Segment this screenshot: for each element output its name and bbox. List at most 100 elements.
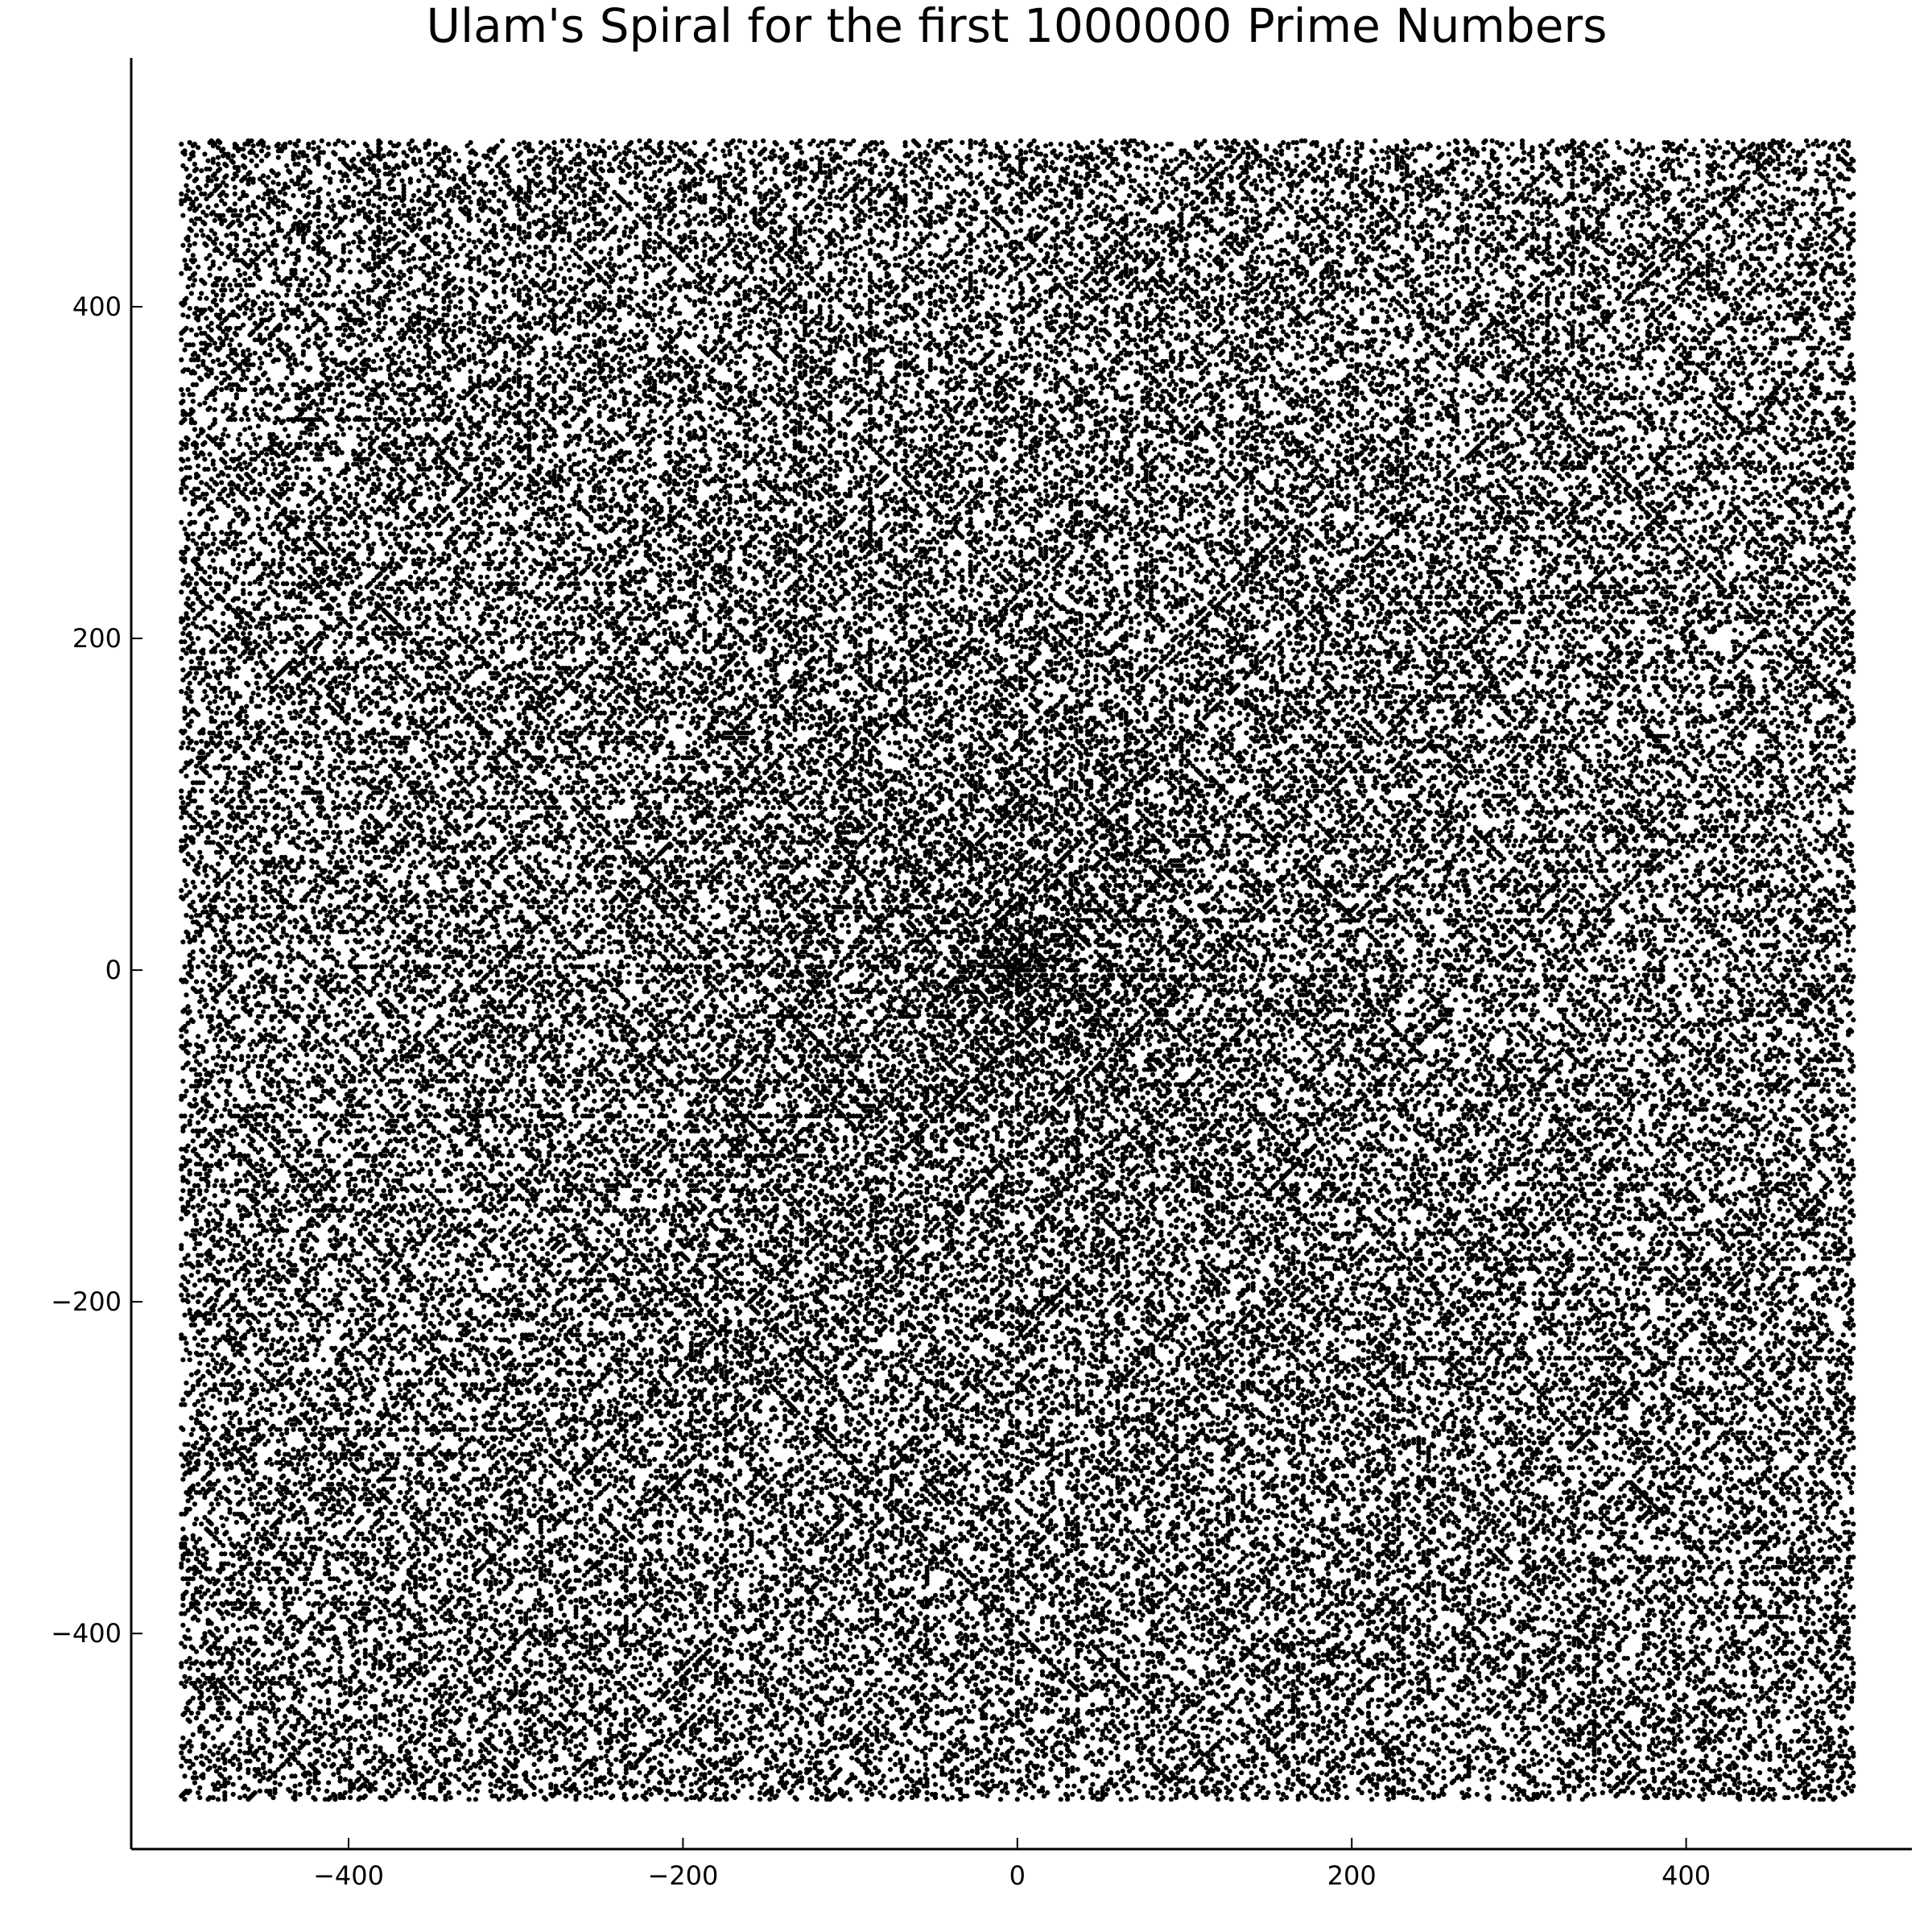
scatter-point <box>1077 913 1082 918</box>
scatter-point <box>961 1007 966 1012</box>
scatter-point <box>968 921 973 926</box>
scatter-point <box>1048 894 1053 899</box>
scatter-point <box>990 972 995 977</box>
scatter-point <box>997 979 1001 984</box>
scatter-point <box>981 977 986 982</box>
scatter-point <box>939 1002 944 1007</box>
scatter-point <box>948 944 953 949</box>
scatter-point <box>1077 999 1082 1004</box>
scatter-point <box>1003 900 1008 905</box>
scatter-point <box>1075 951 1080 956</box>
scatter-point <box>1060 1022 1065 1027</box>
scatter-point <box>985 988 989 993</box>
scatter-point <box>1055 918 1060 923</box>
scatter-point <box>1028 902 1033 906</box>
scatter-point <box>1067 953 1071 958</box>
scatter-point <box>998 1030 1003 1035</box>
scatter-point <box>1073 979 1078 984</box>
scatter-point <box>1065 1041 1070 1046</box>
scatter-point <box>990 1036 995 1041</box>
scatter-point <box>967 963 972 968</box>
scatter-point <box>1000 933 1005 938</box>
scatter-point <box>1025 1044 1030 1049</box>
scatter-point <box>978 908 983 913</box>
scatter-point <box>983 916 988 921</box>
scatter-point <box>1010 1032 1015 1037</box>
scatter-point <box>1079 898 1084 903</box>
scatter-point <box>970 1046 975 1051</box>
scatter-point <box>972 928 976 933</box>
scatter-point <box>950 999 955 1004</box>
scatter-point <box>968 1004 973 1009</box>
scatter-point <box>956 969 961 974</box>
scatter-point <box>1080 993 1085 997</box>
scatter-point <box>945 935 950 939</box>
scatter-point <box>1010 1016 1015 1021</box>
scatter-point <box>978 1030 983 1035</box>
scatter-point <box>990 1029 995 1034</box>
scatter-point <box>936 1032 941 1037</box>
scatter-point <box>956 900 961 905</box>
scatter-point <box>1093 893 1098 898</box>
scatter-point <box>956 963 961 968</box>
scatter-point <box>943 986 947 991</box>
scatter-point <box>945 1004 950 1009</box>
scatter-point <box>1038 894 1043 899</box>
scatter-point <box>983 923 988 927</box>
scatter-point <box>1015 1007 1020 1012</box>
scatter-point <box>1034 900 1038 905</box>
scatter-point <box>1045 1021 1050 1026</box>
scatter-point <box>1060 966 1065 971</box>
scatter-point <box>998 994 1003 999</box>
scatter-point <box>973 919 978 924</box>
scatter-point <box>1048 997 1053 1002</box>
scatter-point <box>953 893 958 898</box>
scatter-point <box>990 913 995 918</box>
scatter-point <box>1028 924 1033 929</box>
scatter-point <box>973 976 978 980</box>
scatter-point <box>995 974 1000 979</box>
scatter-point <box>941 1034 946 1038</box>
scatter-point <box>943 956 947 961</box>
scatter-point <box>1034 916 1038 921</box>
scatter-point <box>1077 1022 1082 1027</box>
scatter-point <box>970 1019 975 1024</box>
scatter-point <box>1028 911 1033 916</box>
scatter-point <box>1037 979 1042 984</box>
scatter-point <box>939 1046 944 1051</box>
scatter-point <box>950 949 955 954</box>
scatter-point <box>1015 918 1020 923</box>
scatter-point <box>1068 935 1073 939</box>
scatter-point <box>983 1009 988 1014</box>
scatter-point <box>1042 997 1046 1002</box>
scatter-point <box>943 1029 947 1034</box>
scatter-point <box>983 930 988 935</box>
scatter-point <box>939 919 944 924</box>
scatter-point <box>1054 1046 1059 1051</box>
scatter-point <box>970 983 975 988</box>
scatter-point <box>989 1004 993 1009</box>
scatter-point <box>978 918 983 923</box>
scatter-point <box>995 898 1000 903</box>
scatter-point <box>1075 1030 1080 1035</box>
scatter-point <box>1057 949 1062 954</box>
scatter-point <box>1088 955 1093 960</box>
chart-title: Ulam's Spiral for the first 1000000 Prim… <box>427 0 1608 53</box>
scatter-point <box>1010 1026 1015 1030</box>
scatter-point <box>998 1041 1003 1046</box>
scatter-point <box>1032 894 1037 899</box>
scatter-point <box>1000 946 1005 951</box>
scatter-point <box>1070 916 1075 921</box>
scatter-point <box>1087 943 1092 947</box>
scatter-point <box>1015 891 1020 896</box>
scatter-point <box>1034 1039 1038 1044</box>
scatter-point <box>961 985 966 989</box>
scatter-point <box>1023 996 1028 1001</box>
scatter-point <box>1059 1044 1063 1049</box>
scatter-point <box>998 1004 1003 1009</box>
scatter-point <box>1000 999 1005 1004</box>
scatter-point <box>1063 890 1068 894</box>
scatter-point <box>976 953 981 958</box>
scatter-point <box>1088 1004 1093 1009</box>
scatter-point <box>963 946 968 951</box>
